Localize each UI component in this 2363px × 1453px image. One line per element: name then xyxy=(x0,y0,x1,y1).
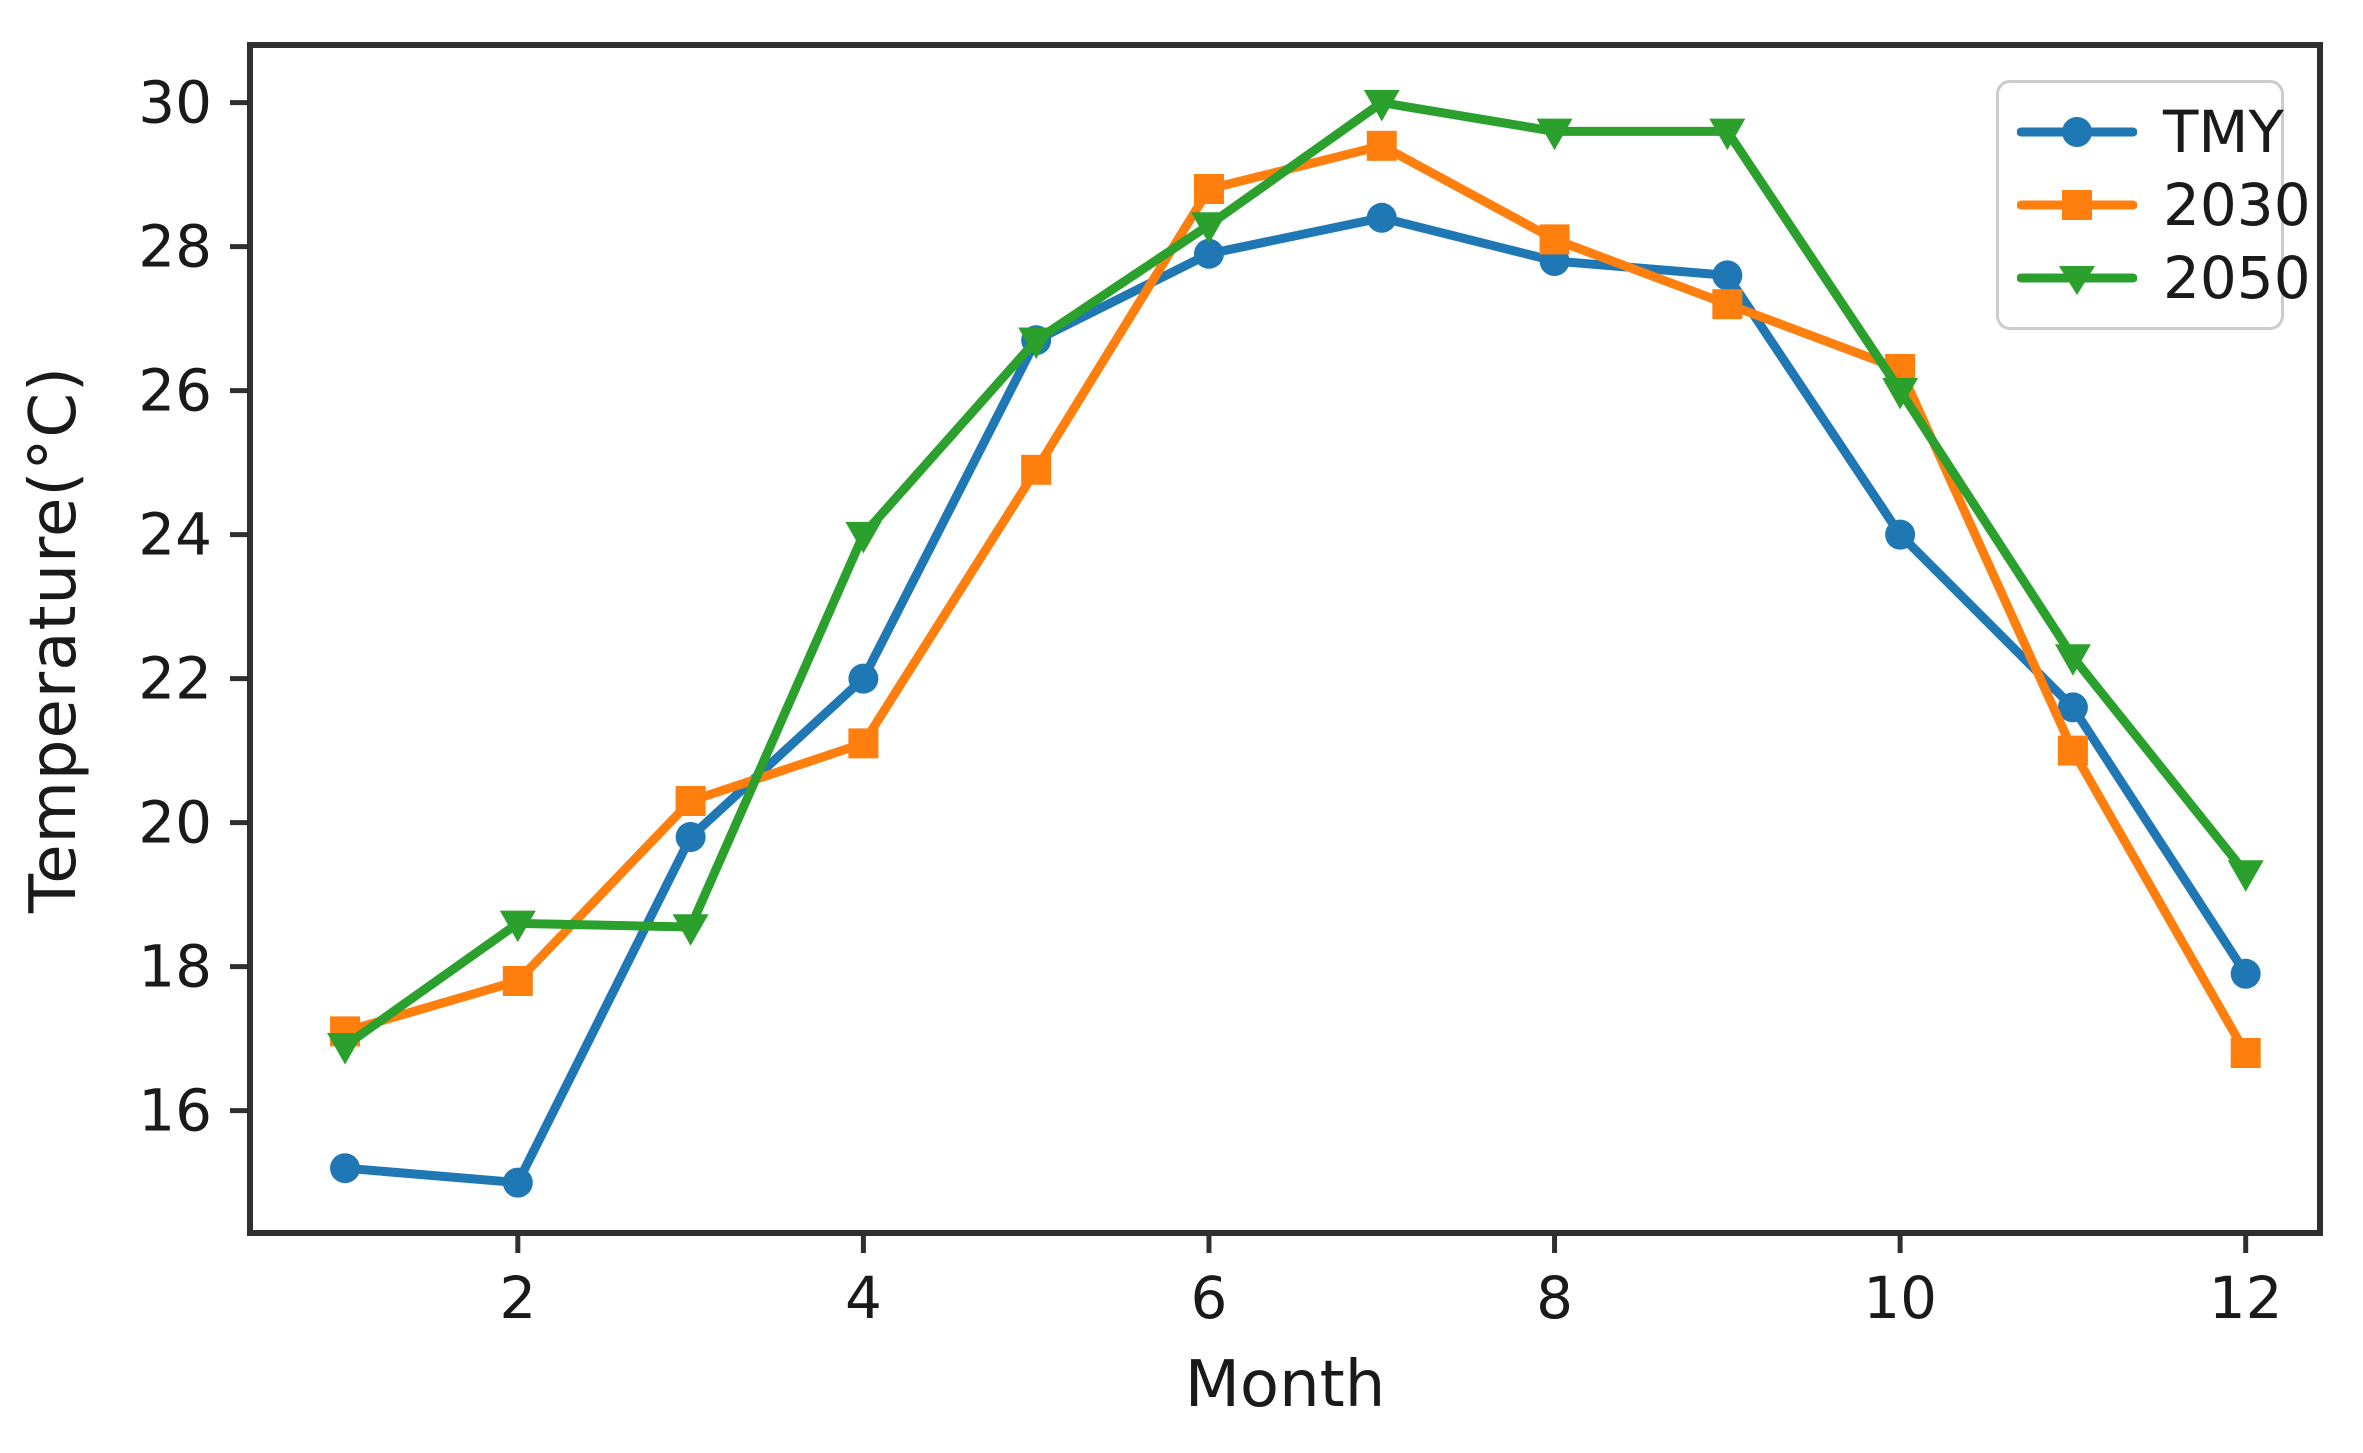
series-TMY-marker xyxy=(1193,238,1224,269)
series-2050-marker xyxy=(1882,377,1919,410)
series-TMY-marker xyxy=(502,1167,533,1198)
series-2050-marker xyxy=(2054,644,2091,676)
series-2030-marker xyxy=(675,786,706,816)
legend-item-2050: 2050 xyxy=(2017,249,2311,307)
x-tick-label: 8 xyxy=(1536,1264,1573,1332)
series-2050-marker xyxy=(1190,212,1227,244)
series-TMY-marker xyxy=(2230,958,2261,989)
triangle-down-marker-icon xyxy=(2059,266,2095,296)
y-tick-label: 16 xyxy=(138,1077,212,1145)
series-2050-marker xyxy=(1536,118,1573,151)
series-2030-marker xyxy=(1021,454,1052,485)
series-2050-marker xyxy=(2227,860,2264,892)
x-tick-label: 12 xyxy=(2209,1264,2283,1332)
series-line-TMY xyxy=(340,213,2251,1188)
x-tick-label: 4 xyxy=(845,1264,882,1332)
series-2030-marker xyxy=(2057,735,2088,766)
series-2050-marker xyxy=(845,521,882,554)
y-tick-label: 24 xyxy=(138,501,212,569)
legend-swatch-tmy xyxy=(2017,116,2137,147)
legend-label-2050: 2050 xyxy=(2163,244,2311,313)
series-2050-marker xyxy=(672,914,709,946)
y-tick-label: 26 xyxy=(138,357,212,425)
plot-frame xyxy=(247,42,2323,1236)
series-2030-marker xyxy=(1712,289,1743,320)
legend-box: TMY 2030 2050 xyxy=(1996,80,2311,330)
y-tick-label: 20 xyxy=(138,789,212,857)
y-tick-label: 28 xyxy=(138,213,212,281)
legend-item-tmy: TMY xyxy=(2017,103,2284,161)
series-2050-marker xyxy=(499,910,536,943)
legend-swatch-2030 xyxy=(2017,189,2137,220)
x-tick-label: 2 xyxy=(499,1264,536,1332)
legend-item-2030: 2030 xyxy=(2017,176,2311,234)
series-2050-marker xyxy=(327,1033,364,1065)
series-2050-marker xyxy=(1709,118,1746,151)
series-TMY-marker xyxy=(1712,260,1743,291)
x-axis-title: Month xyxy=(1184,1348,1386,1422)
series-2030-marker xyxy=(1366,130,1397,161)
series-TMY-marker xyxy=(330,1153,361,1184)
series-line-2050 xyxy=(340,98,2251,1051)
y-tick-label: 22 xyxy=(138,645,212,713)
series-2050-marker xyxy=(1363,89,1400,122)
series-TMY-marker xyxy=(2057,692,2088,723)
y-tick-label: 30 xyxy=(138,69,212,137)
legend-label-2030: 2030 xyxy=(2163,170,2311,239)
series-2030-marker xyxy=(1193,174,1224,204)
series-2050-marker xyxy=(1018,327,1055,359)
legend-label-tmy: TMY xyxy=(2163,97,2284,166)
square-marker-icon xyxy=(2062,189,2092,220)
x-tick-label: 10 xyxy=(1863,1264,1937,1332)
series-TMY-marker xyxy=(675,822,706,852)
circle-marker-icon xyxy=(2062,116,2092,147)
x-tick-label: 6 xyxy=(1191,1264,1228,1332)
series-2030-marker xyxy=(502,966,533,996)
y-tick-label: 18 xyxy=(138,933,212,1001)
series-TMY-marker xyxy=(1366,202,1397,233)
series-2030-marker xyxy=(848,728,879,759)
legend-swatch-2050 xyxy=(2017,266,2137,296)
series-2030-marker xyxy=(2230,1038,2261,1068)
series-TMY-marker xyxy=(848,663,879,694)
y-axis-title: Temperature(°C) xyxy=(17,365,91,913)
series-2030-marker xyxy=(1539,224,1570,255)
series-TMY-marker xyxy=(1885,519,1916,550)
